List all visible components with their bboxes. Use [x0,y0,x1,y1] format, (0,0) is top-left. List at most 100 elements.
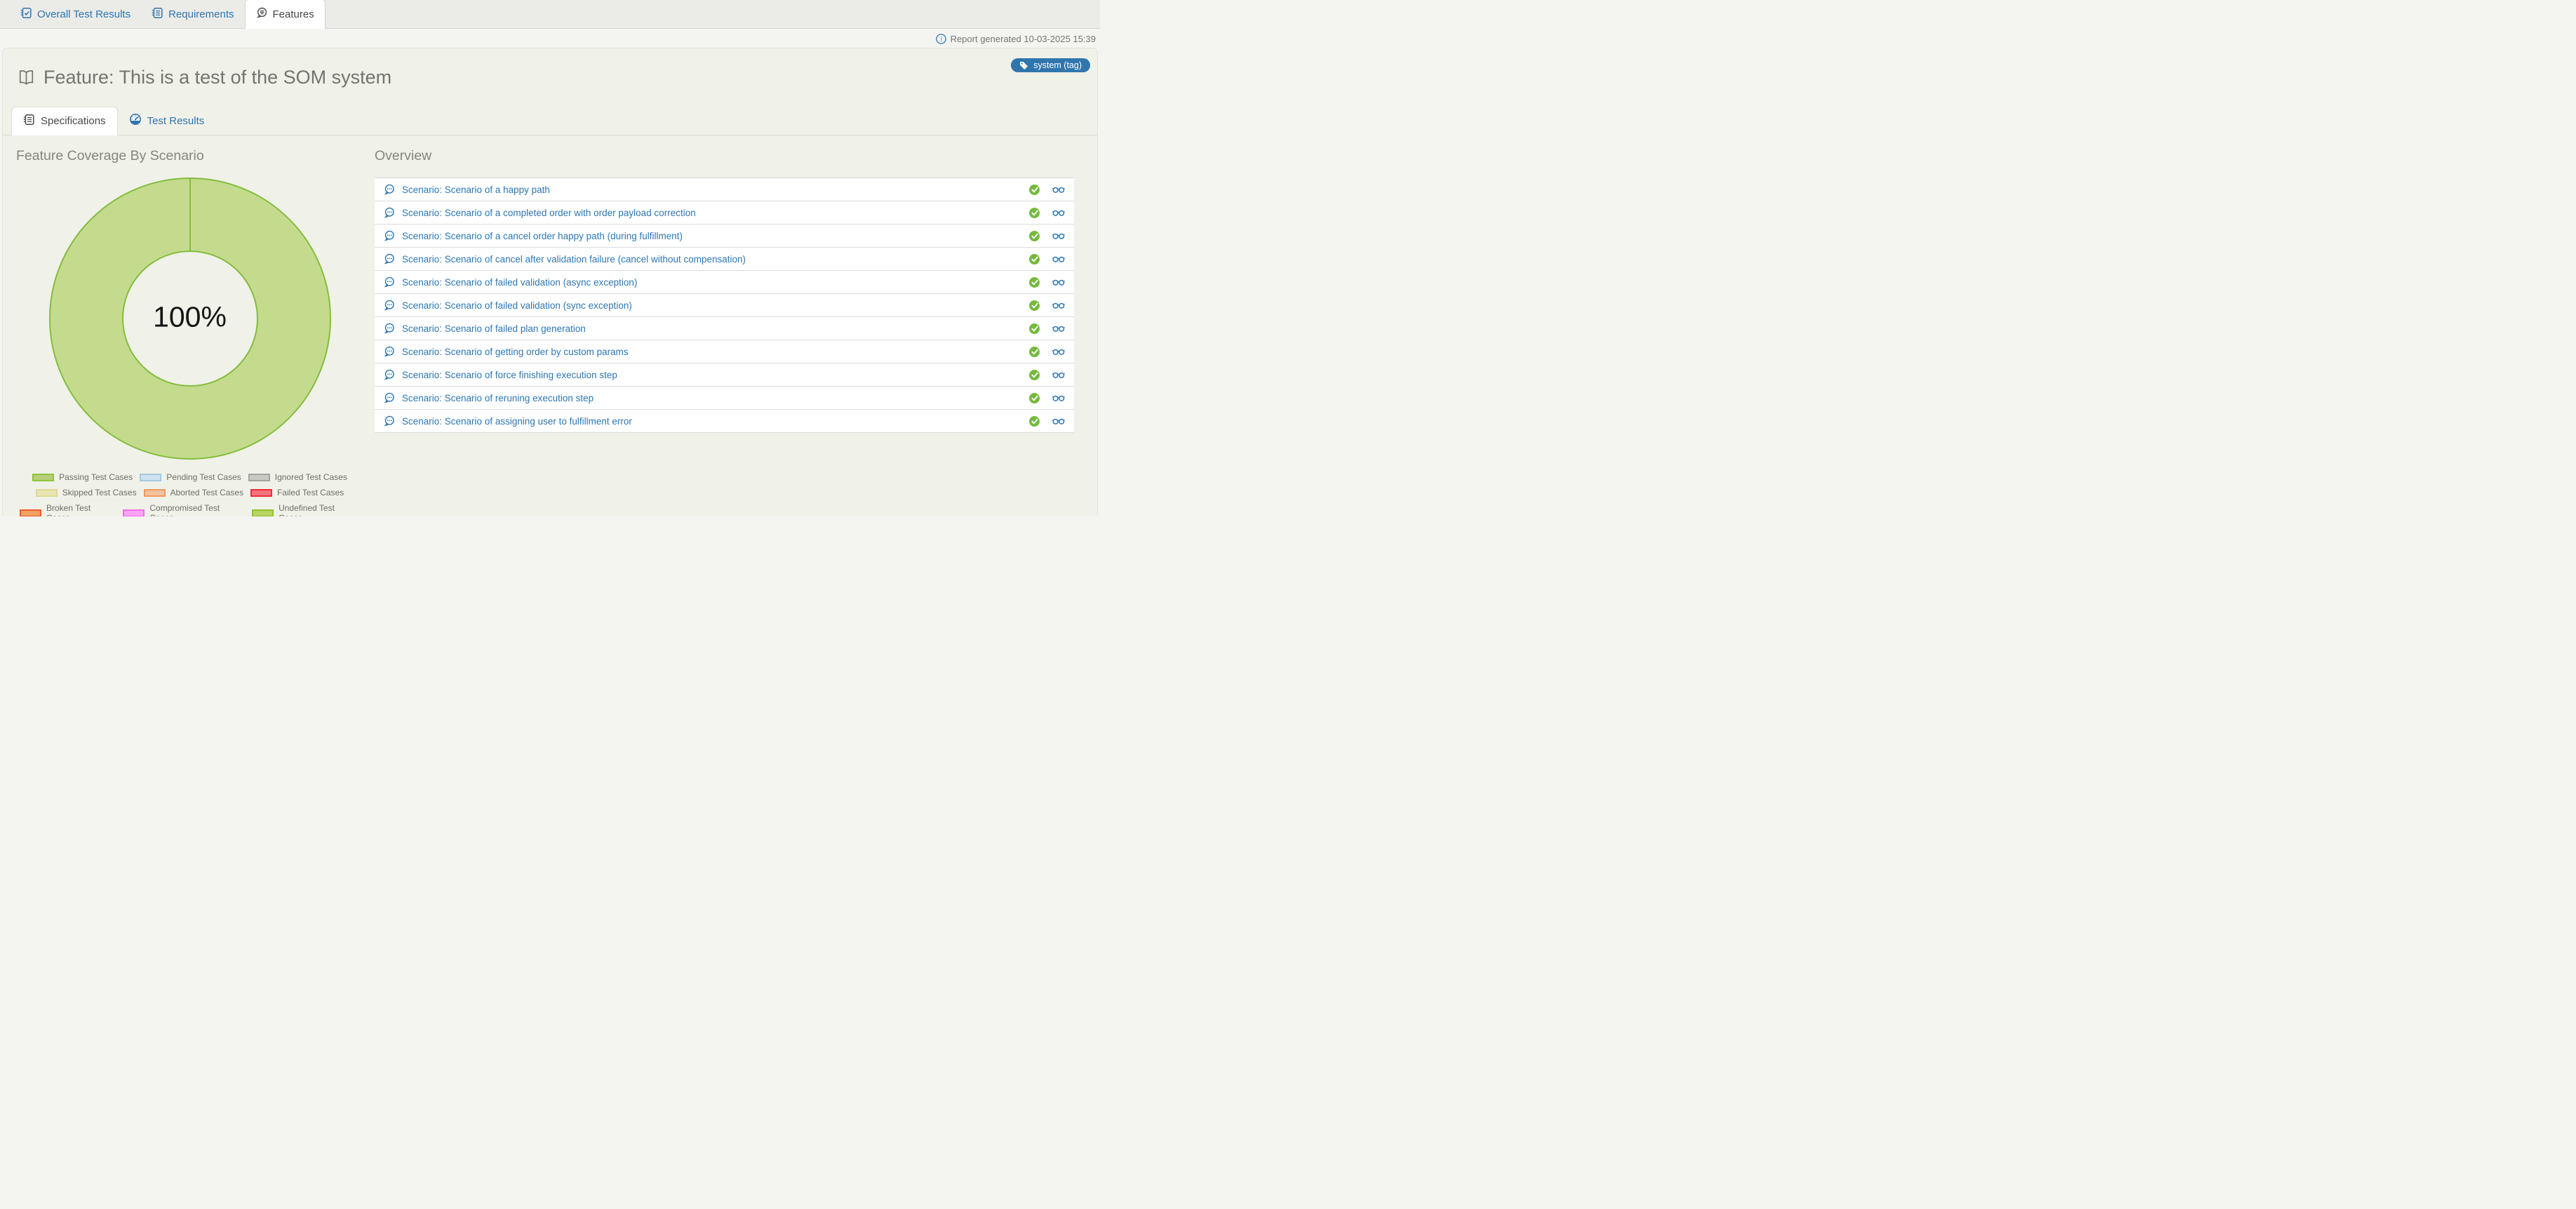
scenario-row-icons [1029,207,1065,218]
passed-check-icon [1029,276,1040,288]
legend-swatch [250,488,273,497]
scenario-link[interactable]: Scenario: Scenario of failed plan genera… [402,323,586,334]
passed-check-icon [1029,253,1040,265]
tag-badge[interactable]: system (tag) [1011,58,1090,72]
scenario-link[interactable]: Scenario: Scenario of getting order by c… [402,346,629,357]
legend-item: Compromised Test Cases [123,503,245,516]
scenario-row-icons [1029,230,1065,241]
report-meta: i Report generated 10-03-2025 15:39 [0,29,1100,45]
legend-label: Broken Test Cases [46,503,91,516]
passed-check-icon [1029,184,1040,195]
scenario-row-icons [1029,323,1065,334]
tab-test-results[interactable]: Test Results [118,107,216,135]
scenario-row: Scenario: Scenario of assigning user to … [375,410,1074,433]
report-generated-text: Report generated 10-03-2025 15:39 [950,33,1096,44]
scenario-row: Scenario: Scenario of getting order by c… [375,340,1074,363]
passed-check-icon [1029,207,1040,218]
view-details-glasses-icon[interactable] [1052,208,1065,218]
feature-title-text: Feature: This is a test of the SOM syste… [43,67,392,88]
tab-overall-test-results[interactable]: Overall Test Results [10,0,141,28]
scenario-link[interactable]: Scenario: Scenario of reruning execution… [402,392,594,403]
tab-label: Overall Test Results [37,8,131,20]
book-icon [17,68,36,87]
legend-item: Broken Test Cases [20,503,116,516]
scenario-row: Scenario: Scenario of failed validation … [375,294,1074,317]
specifications-content: Feature Coverage By Scenario 100% Passin… [3,135,1097,516]
view-details-glasses-icon[interactable] [1052,370,1065,380]
comment-icon [384,369,395,380]
legend-row: Broken Test Cases Compromised Test Cases… [16,503,363,516]
legend-swatch [140,473,162,481]
list-icon [152,7,163,22]
scenario-row-icons [1029,184,1065,195]
comment-icon [384,276,395,288]
tag-label: system (tag) [1033,60,1082,70]
scenario-row: Scenario: Scenario of a happy path [375,178,1074,201]
coverage-chart-section: Feature Coverage By Scenario 100% Passin… [16,144,363,516]
tab-features[interactable]: Features [244,0,326,29]
scenario-row: Scenario: Scenario of cancel after valid… [375,248,1074,271]
comment-icon [384,392,395,403]
passed-check-icon [1029,230,1040,241]
comment-icon [384,207,395,218]
gauge-icon [129,113,142,128]
scenario-row: Scenario: Scenario of a cancel order hap… [375,225,1074,248]
legend-label: Pending Test Cases [166,472,241,482]
view-details-glasses-icon[interactable] [1052,394,1065,403]
legend-item: Undefined Test Cases [252,503,360,516]
passed-check-icon [1029,300,1040,311]
tab-specifications[interactable]: Specifications [11,107,118,135]
scenario-link[interactable]: Scenario: Scenario of a happy path [402,184,550,195]
scenario-row: Scenario: Scenario of force finishing ex… [375,363,1074,387]
tab-label: Test Results [147,114,205,127]
comment-icon [384,230,395,241]
scenario-link[interactable]: Scenario: Scenario of assigning user to … [402,415,632,427]
view-details-glasses-icon[interactable] [1052,232,1065,241]
legend-item: Failed Test Cases [250,488,344,497]
comment-icon [384,184,395,195]
view-details-glasses-icon[interactable] [1052,324,1065,333]
coverage-donut-chart: 100% [48,177,332,460]
tab-requirements[interactable]: Requirements [141,0,244,28]
info-icon: i [935,33,946,44]
passed-check-icon [1029,415,1040,427]
comment-icon [384,323,395,334]
list-icon [23,114,35,128]
legend-swatch [252,509,274,516]
comment-icon [384,346,395,357]
feature-title: Feature: This is a test of the SOM syste… [17,67,391,88]
scenario-link[interactable]: Scenario: Scenario of a cancel order hap… [402,230,683,241]
view-details-glasses-icon[interactable] [1052,278,1065,287]
legend-row: Passing Test Cases Pending Test Cases Ig… [16,472,363,482]
passed-check-icon [1029,323,1040,334]
overview-heading: Overview [375,148,432,163]
scenario-link[interactable]: Scenario: Scenario of cancel after valid… [402,253,746,265]
view-details-glasses-icon[interactable] [1052,347,1065,356]
legend-item: Ignored Test Cases [248,472,347,482]
comment-icon [384,415,395,427]
view-details-glasses-icon[interactable] [1052,417,1065,426]
legend-swatch [248,473,270,481]
inner-tabbar: Specifications Test Results [3,107,1097,135]
overview-section: Overview Scenario: Scenario of a happy p… [375,144,1074,516]
chart-legend: Passing Test Cases Pending Test Cases Ig… [16,472,363,516]
view-details-glasses-icon[interactable] [1052,185,1065,194]
tag-icon [1019,61,1028,70]
scenario-row-icons [1029,346,1065,357]
scenario-link[interactable]: Scenario: Scenario of failed validation … [402,276,638,288]
svg-text:i: i [940,36,942,44]
top-tabbar: Overall Test Results Requirements Feat [0,0,1100,29]
scenario-row: Scenario: Scenario of failed validation … [375,271,1074,294]
legend-label: Aborted Test Cases [170,488,244,497]
legend-label: Compromised Test Cases [149,503,220,516]
view-details-glasses-icon[interactable] [1052,255,1065,264]
panel-header: Feature: This is a test of the SOM syste… [3,48,1097,88]
scenario-link[interactable]: Scenario: Scenario of force finishing ex… [402,369,617,380]
legend-item: Aborted Test Cases [143,488,244,497]
tab-label: Requirements [168,8,234,20]
tab-label: Specifications [41,115,106,127]
scenario-link[interactable]: Scenario: Scenario of failed validation … [402,300,632,311]
view-details-glasses-icon[interactable] [1052,301,1065,310]
legend-item: Pending Test Cases [140,472,241,482]
scenario-link[interactable]: Scenario: Scenario of a completed order … [402,207,696,218]
